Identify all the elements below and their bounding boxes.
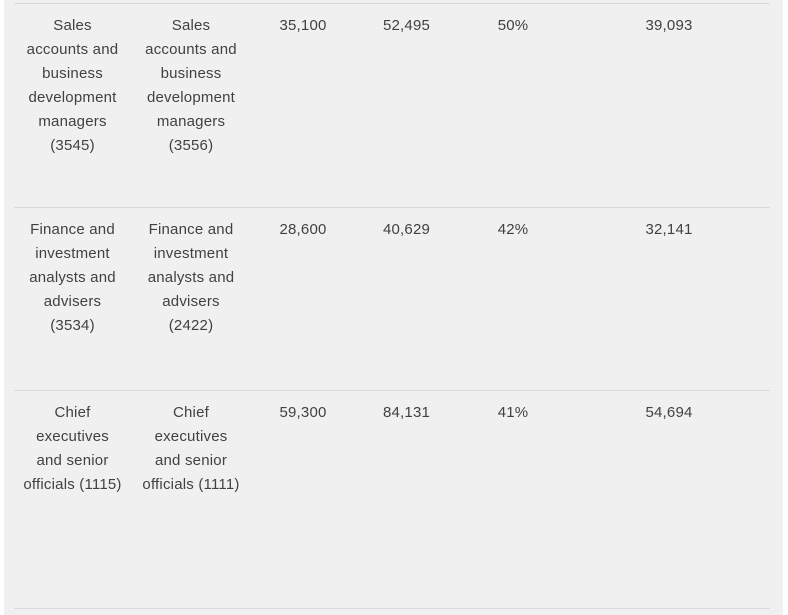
value3-cell: 39,093 (568, 3, 770, 208)
value2-cell: 84,131 (355, 390, 458, 609)
occupation-b-cell: Sales accounts and business development … (131, 3, 251, 208)
value1-cell: 35,100 (251, 3, 355, 208)
table-row: Finance and investment analysts and advi… (14, 207, 770, 391)
occupation-a-cell: Chief executives and senior officials (1… (14, 390, 131, 609)
percent-cell: 50% (458, 3, 568, 208)
value3-cell: 54,694 (568, 390, 770, 609)
occupation-b-cell: Finance and investment analysts and advi… (131, 207, 251, 391)
value3-cell: 32,141 (568, 207, 770, 391)
value2-cell: 52,495 (355, 3, 458, 208)
table-row: Sales accounts and business development … (14, 3, 770, 208)
value1-cell: 28,600 (251, 207, 355, 391)
occupations-table: Sales accounts and business development … (14, 3, 770, 609)
percent-cell: 41% (458, 390, 568, 609)
percent-cell: 42% (458, 207, 568, 391)
table-container: Sales accounts and business development … (4, 0, 783, 615)
table-row: Chief executives and senior officials (1… (14, 390, 770, 609)
value2-cell: 40,629 (355, 207, 458, 391)
occupation-a-cell: Finance and investment analysts and advi… (14, 207, 131, 391)
occupation-a-cell: Sales accounts and business development … (14, 3, 131, 208)
occupation-b-cell: Chief executives and senior officials (1… (131, 390, 251, 609)
value1-cell: 59,300 (251, 390, 355, 609)
